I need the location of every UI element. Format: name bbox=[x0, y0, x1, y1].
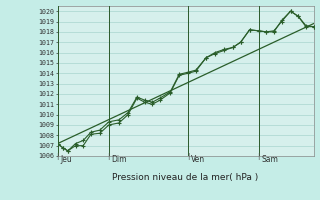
X-axis label: Pression niveau de la mer( hPa ): Pression niveau de la mer( hPa ) bbox=[112, 173, 259, 182]
Text: |: | bbox=[56, 153, 59, 160]
Text: |: | bbox=[187, 153, 189, 160]
Text: Ven: Ven bbox=[191, 155, 205, 164]
Text: Dim: Dim bbox=[111, 155, 127, 164]
Text: |: | bbox=[257, 153, 260, 160]
Text: Jeu: Jeu bbox=[60, 155, 72, 164]
Text: |: | bbox=[108, 153, 110, 160]
Text: Sam: Sam bbox=[261, 155, 278, 164]
